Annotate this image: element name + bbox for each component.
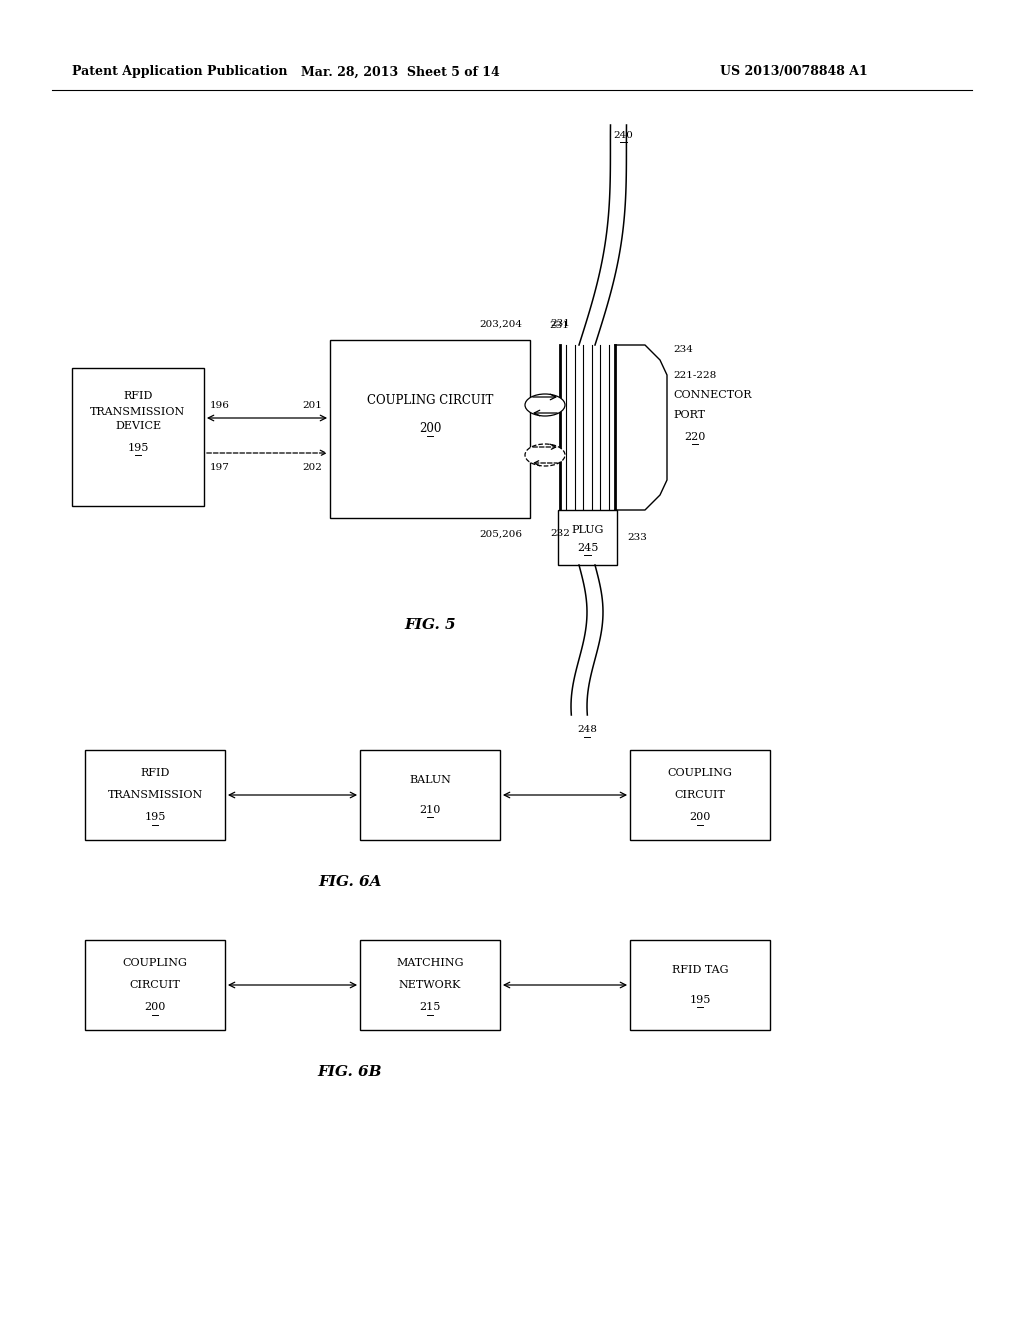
Text: CONNECTOR: CONNECTOR <box>673 389 752 400</box>
Text: 200: 200 <box>144 1002 166 1012</box>
Text: 195: 195 <box>127 444 148 453</box>
Text: 231: 231 <box>550 319 570 329</box>
Text: DEVICE: DEVICE <box>115 421 161 432</box>
Text: NETWORK: NETWORK <box>398 979 461 990</box>
Text: 195: 195 <box>689 995 711 1005</box>
Text: TRANSMISSION: TRANSMISSION <box>108 789 203 800</box>
Bar <box>72 368 204 506</box>
Text: 196: 196 <box>210 401 229 411</box>
Bar <box>630 940 770 1030</box>
Text: 245: 245 <box>577 543 598 553</box>
Text: Mar. 28, 2013  Sheet 5 of 14: Mar. 28, 2013 Sheet 5 of 14 <box>301 66 500 78</box>
Text: 232: 232 <box>550 529 570 539</box>
Text: US 2013/0078848 A1: US 2013/0078848 A1 <box>720 66 867 78</box>
Text: FIG. 5: FIG. 5 <box>404 618 456 632</box>
Text: PLUG: PLUG <box>571 525 604 535</box>
Text: 220: 220 <box>684 432 706 442</box>
Text: 215: 215 <box>419 1002 440 1012</box>
Bar <box>360 940 500 1030</box>
Text: 195: 195 <box>144 813 166 822</box>
Text: 221-228: 221-228 <box>673 371 716 380</box>
Text: Patent Application Publication: Patent Application Publication <box>72 66 288 78</box>
Text: COUPLING: COUPLING <box>123 957 187 968</box>
Bar <box>630 750 770 840</box>
Text: 197: 197 <box>210 462 229 471</box>
Text: COUPLING: COUPLING <box>668 767 732 777</box>
Text: 231: 231 <box>549 321 569 330</box>
Text: 200: 200 <box>419 421 441 434</box>
Text: RFID: RFID <box>123 391 153 401</box>
Text: 201: 201 <box>302 401 322 411</box>
Text: COUPLING CIRCUIT: COUPLING CIRCUIT <box>367 393 494 407</box>
Text: 200: 200 <box>689 813 711 822</box>
Text: TRANSMISSION: TRANSMISSION <box>90 407 185 417</box>
Text: 202: 202 <box>302 462 322 471</box>
Text: 205,206: 205,206 <box>479 529 522 539</box>
Text: RFID TAG: RFID TAG <box>672 965 728 975</box>
Text: 248: 248 <box>578 726 597 734</box>
Text: 233: 233 <box>627 533 647 543</box>
Text: 210: 210 <box>419 805 440 814</box>
Text: PORT: PORT <box>673 411 705 420</box>
Text: FIG. 6B: FIG. 6B <box>317 1065 382 1078</box>
Text: 240: 240 <box>613 131 634 140</box>
Bar <box>360 750 500 840</box>
Text: BALUN: BALUN <box>409 775 451 785</box>
Text: 203,204: 203,204 <box>479 319 522 329</box>
Bar <box>85 940 225 1030</box>
Bar <box>85 750 225 840</box>
Bar <box>330 341 530 517</box>
Text: CIRCUIT: CIRCUIT <box>130 979 180 990</box>
Bar <box>558 510 617 565</box>
Text: MATCHING: MATCHING <box>396 957 464 968</box>
Text: RFID: RFID <box>140 767 170 777</box>
Text: CIRCUIT: CIRCUIT <box>675 789 725 800</box>
Text: 234: 234 <box>673 346 693 355</box>
Text: FIG. 6A: FIG. 6A <box>318 875 382 888</box>
Ellipse shape <box>525 393 565 416</box>
Ellipse shape <box>525 444 565 466</box>
